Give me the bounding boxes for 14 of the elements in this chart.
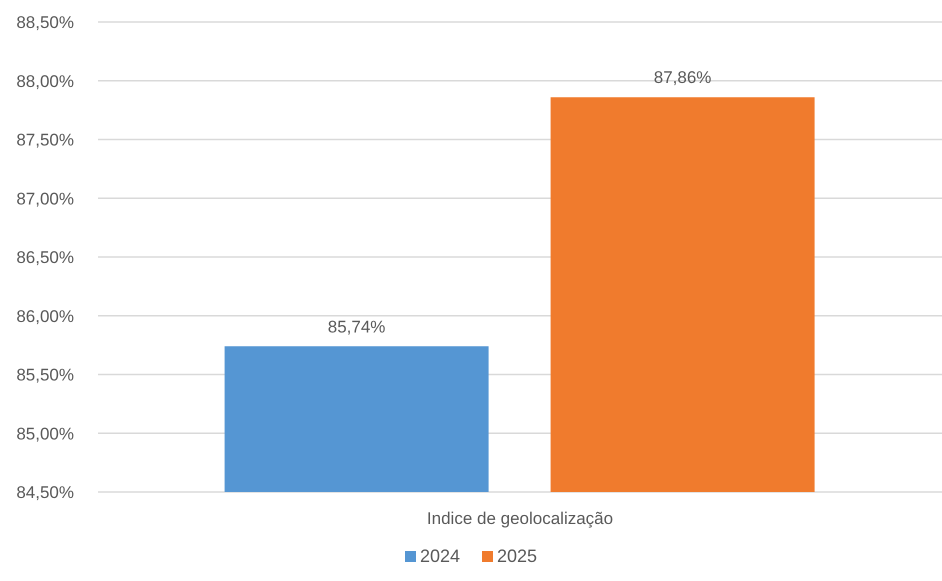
y-tick-label: 84,50% [16,483,74,502]
y-tick-label: 86,50% [16,248,74,268]
y-tick-label: 86,00% [16,306,74,326]
y-tick-label: 88,50% [16,13,74,32]
y-tick-label: 85,00% [16,424,74,444]
y-tick-label: 85,50% [16,366,74,385]
y-tick-label: 88,00% [16,72,74,91]
legend-label: 2025 [497,546,538,567]
data-label: 85,74% [328,317,386,336]
legend-label: 2024 [420,546,460,567]
y-tick-label: 87,50% [16,130,74,150]
x-tick-label: Indice de geolocalização [426,509,614,528]
y-tick-label: 87,00% [16,189,74,208]
data-label: 87,86% [654,68,712,88]
